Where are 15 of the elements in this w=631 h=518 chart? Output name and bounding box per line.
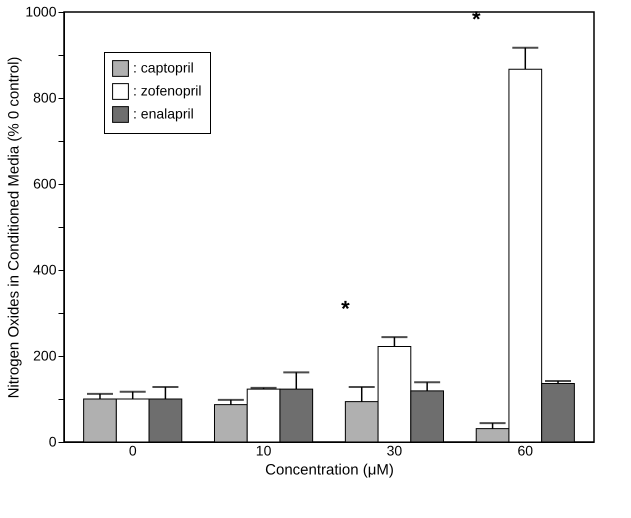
- y-tick-label: 600: [33, 176, 57, 192]
- legend-label: : enalapril: [133, 106, 194, 122]
- y-tick-label: 200: [33, 348, 57, 364]
- x-tick-label: 0: [128, 442, 137, 458]
- y-tick-label: 800: [33, 90, 57, 106]
- y-tick-label: 400: [33, 262, 57, 278]
- y-axis-title: Nitrogen Oxides in Conditioned Media (% 0 control): [5, 56, 22, 398]
- annotation: *: [341, 296, 350, 322]
- x-tick-label: 30: [386, 442, 402, 458]
- x-axis-title: Concentration (μM): [265, 462, 394, 478]
- legend-label: : zofenopril: [133, 82, 202, 98]
- x-tick-label: 10: [256, 442, 272, 458]
- y-tick-label: 1000: [25, 4, 57, 20]
- legend-label: : captopril: [133, 60, 194, 76]
- x-tick-label: 60: [518, 442, 534, 458]
